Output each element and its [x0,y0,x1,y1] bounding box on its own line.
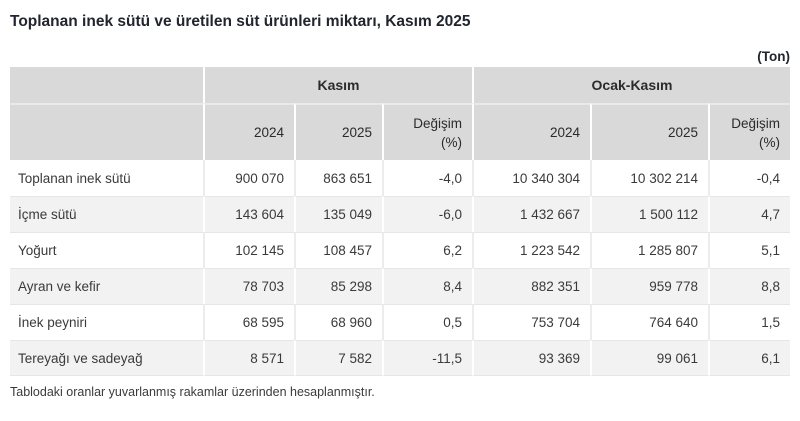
table-cell: 882 351 [472,268,590,304]
table-row: İçme sütü 143 604 135 049 -6,0 1 432 667 1 50… [10,196,790,232]
milk-products-table: Kasım Ocak-Kasım 2024 2025 Değişim (%) 2… [10,67,790,376]
table-cell: 8 571 [203,340,294,376]
unit-label: (Ton) [757,49,790,64]
table-row: Ayran ve kefir 78 703 85 298 8,4 882 351 959 … [10,268,790,304]
row-label: İçme sütü [10,196,203,232]
table-cell: 959 778 [590,268,708,304]
col-header-kasim-2024: 2024 [203,103,294,160]
row-label: Ayran ve kefir [10,268,203,304]
col-header-kasim-2025: 2025 [294,103,382,160]
column-group-ocak-kasim: Ocak-Kasım [472,67,790,103]
table-cell: 143 604 [203,196,294,232]
row-label: İnek peyniri [10,304,203,340]
table-cell: 78 703 [203,268,294,304]
sub-header-row: 2024 2025 Değişim (%) 2024 2025 Değişim … [10,103,790,160]
col-header-ocak-kasim-2024: 2024 [472,103,590,160]
report-page: Toplanan inek sütü ve üretilen süt ürünl… [0,12,800,399]
page-title: Toplanan inek sütü ve üretilen süt ürünl… [10,13,471,30]
table-cell: 1 432 667 [472,196,590,232]
table-cell: 900 070 [203,160,294,196]
col-header-ocak-kasim-degisim: Değişim (%) [708,103,790,160]
row-label: Toplanan inek sütü [18,170,131,186]
table-row: Tereyağı ve sadeyağ 8 571 7 582 -11,5 93 369… [10,340,790,376]
table-header: Kasım Ocak-Kasım 2024 2025 Değişim (%) 2… [10,67,790,160]
table-cell: 85 298 [294,268,382,304]
table-cell: 108 457 [294,232,382,268]
table-cell: 102 145 [203,232,294,268]
table-cell: 5,1 [708,232,790,268]
table-cell: 10 340 304 [472,160,590,196]
table-cell: 1 500 112 [590,196,708,232]
table-cell: 68 595 [203,304,294,340]
footnote: Tablodaki oranlar yuvarlanmış rakamlar ü… [10,385,375,399]
table-row: İnek peyniri 68 595 68 960 0,5 753 704 764 64… [10,304,790,340]
table-cell: 7 582 [294,340,382,376]
table-cell: 1,5 [708,304,790,340]
row-label: Yoğurt [10,232,203,268]
table-cell: 10 302 214 [590,160,708,196]
empty-header-cell [10,103,203,160]
table-row: Toplanan inek sütü 900 070 863 651 -4,0 10 3… [10,160,790,196]
col-header-kasim-degisim: Değişim (%) [382,103,472,160]
table-cell: 764 640 [590,304,708,340]
table-body: Toplanan inek sütü 900 070 863 651 -4,0 10 3… [10,160,790,376]
table-cell: 8,4 [382,268,472,304]
table-cell: 4,7 [708,196,790,232]
table-cell: 99 061 [590,340,708,376]
corner-cell [10,67,203,103]
table-cell: 135 049 [294,196,382,232]
table-cell: -0,4 [708,160,790,196]
table-cell: 6,2 [382,232,472,268]
table-cell: 1 223 542 [472,232,590,268]
table-cell: 863 651 [294,160,382,196]
table-cell: 1 285 807 [590,232,708,268]
table-cell: 0,5 [382,304,472,340]
table-cell: -4,0 [382,160,472,196]
table-cell: -11,5 [382,340,472,376]
table-cell: 93 369 [472,340,590,376]
col-header-ocak-kasim-2025: 2025 [590,103,708,160]
column-group-row: Kasım Ocak-Kasım [10,67,790,103]
column-group-kasim: Kasım [203,67,472,103]
table-cell: -6,0 [382,196,472,232]
table-row: Yoğurt 102 145 108 457 6,2 1 223 542 1 285 80… [10,232,790,268]
row-label: Tereyağı ve sadeyağ [10,340,203,376]
table-cell: 753 704 [472,304,590,340]
table-cell: 6,1 [708,340,790,376]
table-cell: 8,8 [708,268,790,304]
table-cell: 68 960 [294,304,382,340]
